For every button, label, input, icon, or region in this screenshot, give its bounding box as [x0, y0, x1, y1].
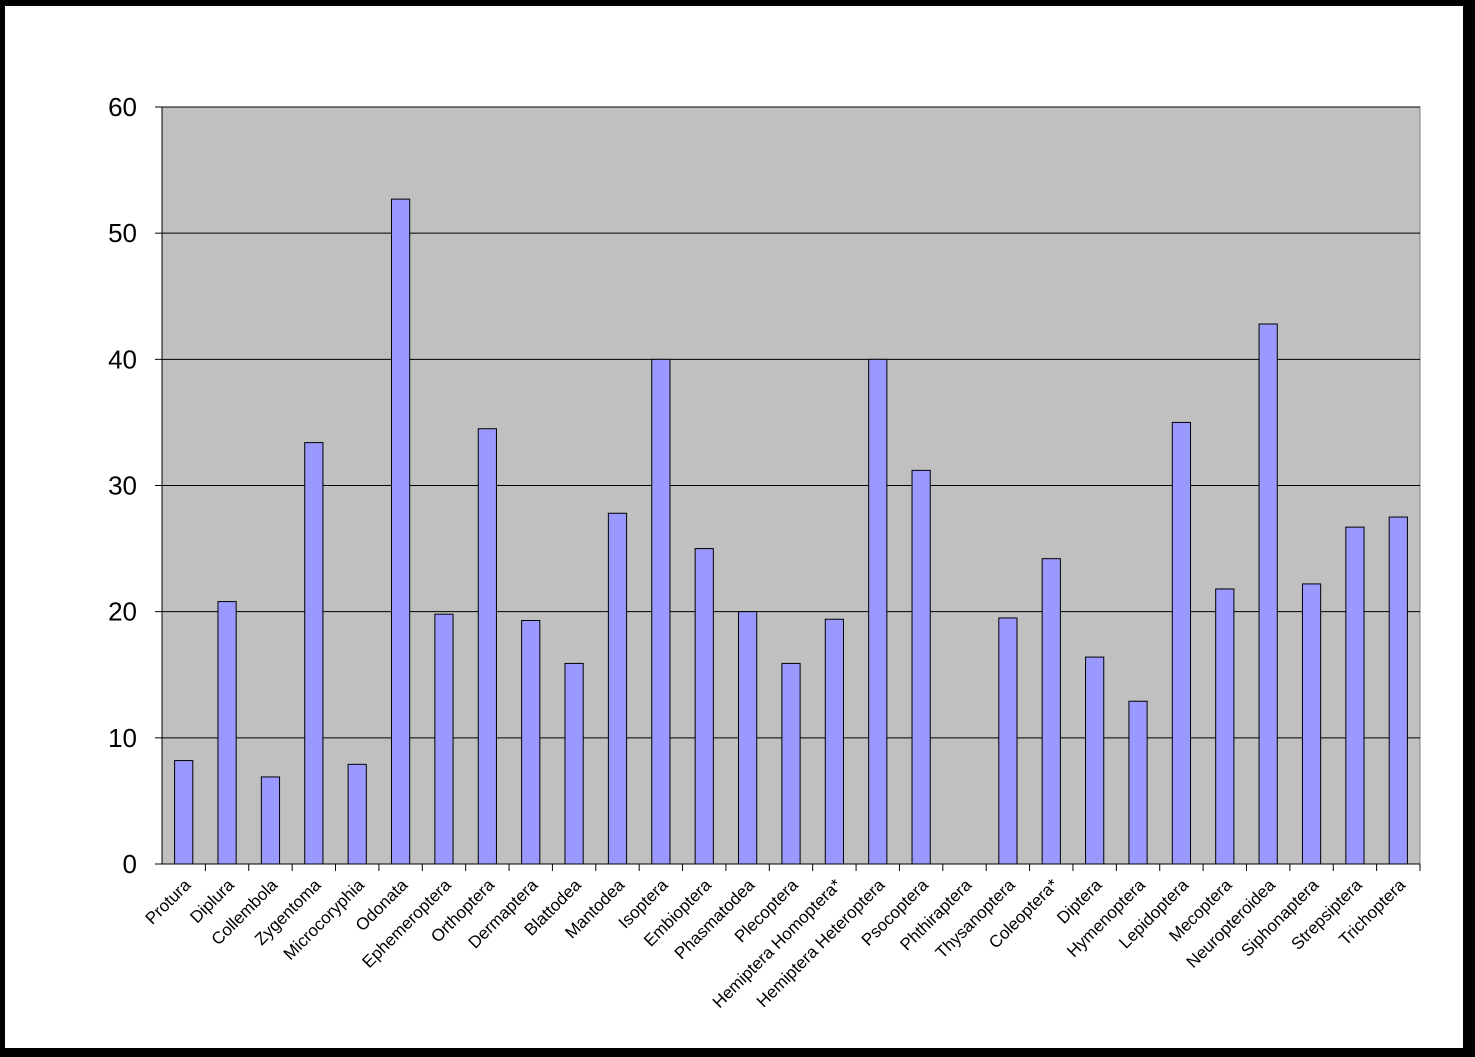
bars — [174, 198, 1408, 865]
bar — [998, 617, 1018, 865]
bar — [1085, 656, 1105, 865]
bar — [260, 776, 281, 865]
bar — [781, 662, 801, 865]
bar — [607, 512, 628, 865]
bar-chart: 0 10 20 30 40 50 60 ProturaDipluraCollembolaZy… — [108, 92, 1421, 1012]
y-tick-label: 30 — [108, 471, 137, 501]
y-axis-ticks: 0 10 20 30 40 50 60 — [108, 92, 137, 879]
bar — [434, 613, 454, 865]
axes — [155, 106, 1421, 871]
bar — [738, 611, 758, 865]
y-tick-label: 10 — [108, 723, 137, 753]
bar — [694, 548, 714, 865]
bar — [564, 662, 584, 865]
bar — [521, 619, 541, 865]
bar — [868, 358, 888, 865]
bar — [1388, 516, 1408, 865]
bar — [347, 763, 367, 865]
y-tick-label: 0 — [123, 849, 137, 879]
y-tick-label: 40 — [108, 344, 137, 374]
x-axis-ticks: ProturaDipluraCollembolaZygentomaMicroco… — [142, 875, 1410, 1012]
chart-frame: 0 10 20 30 40 50 60 Protura Diplura Collembola Zy… — [5, 6, 1463, 1048]
y-tick-label: 60 — [108, 92, 137, 122]
x-tick-label: Protura — [142, 875, 195, 928]
bar — [911, 469, 931, 865]
bar — [217, 601, 237, 865]
y-tick-label: 20 — [108, 597, 137, 627]
bar — [1345, 526, 1365, 865]
bar — [651, 358, 671, 865]
bar — [390, 198, 411, 865]
bar — [1215, 588, 1235, 865]
y-tick-label: 50 — [108, 218, 137, 248]
bar — [1301, 583, 1322, 865]
bar — [1171, 421, 1192, 865]
bar — [1128, 700, 1148, 865]
bar — [1258, 323, 1278, 865]
bar — [824, 618, 844, 865]
gridlines — [162, 106, 1420, 739]
bar — [174, 760, 194, 865]
bar — [1041, 558, 1061, 865]
bar — [477, 428, 497, 865]
bar — [304, 442, 324, 865]
